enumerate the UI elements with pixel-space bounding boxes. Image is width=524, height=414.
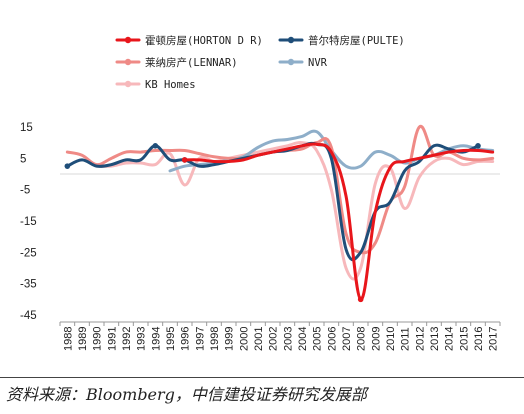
- x-tick-label: 2010: [385, 327, 397, 351]
- x-tick-label: 1996: [180, 327, 192, 351]
- data-point-pulte: [475, 143, 481, 149]
- x-tick-label: 2012: [414, 327, 426, 351]
- x-tick-label: 2014: [444, 327, 456, 351]
- x-axis: 1988 1989 1990 1991 1992 1993 1994 1995 1996 1997…: [59, 321, 501, 351]
- x-tick-label: 1994: [150, 327, 162, 351]
- x-tick-label: 1995: [165, 327, 177, 351]
- legend-marker: [124, 36, 132, 44]
- legend-item-horton: 霍顿房屋(HORTON D R): [115, 34, 263, 47]
- x-tick-label: 2015: [458, 327, 470, 351]
- legend-label: 普尔特房屋(PULTE): [308, 34, 405, 47]
- y-tick-label: -25: [20, 247, 37, 259]
- x-tick-label: 1990: [92, 327, 104, 351]
- legend-marker: [287, 58, 295, 66]
- series-kb: [95, 141, 495, 281]
- x-tick-label: 2006: [326, 327, 338, 351]
- x-tick-label: 1997: [194, 327, 206, 351]
- series-line-horton: [183, 142, 495, 301]
- x-tick-label: 1988: [62, 327, 74, 351]
- legend: 霍顿房屋(HORTON D R) 普尔特房屋(PULTE) 莱纳房产(LENNAR)…: [115, 34, 405, 91]
- x-tick-label: 1993: [136, 327, 148, 351]
- x-tick-label: 2009: [370, 327, 382, 351]
- x-tick-label: 2013: [429, 327, 441, 351]
- x-tick-label: 2016: [473, 327, 485, 351]
- x-tick-label: 2017: [488, 327, 500, 351]
- x-tick-label: 1992: [121, 327, 133, 351]
- source-divider: [0, 377, 524, 378]
- legend-label: NVR: [308, 57, 328, 69]
- y-tick-label: -35: [20, 279, 37, 291]
- legend-item-lennar: 莱纳房产(LENNAR): [115, 56, 238, 69]
- series-line-lennar: [65, 124, 495, 255]
- x-tick-label: 2007: [341, 327, 353, 351]
- y-tick-label: -15: [20, 216, 37, 228]
- series-horton: [181, 142, 495, 303]
- x-tick-label: 2011: [400, 327, 412, 351]
- x-tick-label: 1989: [77, 327, 89, 351]
- x-tick-label: 2002: [268, 327, 280, 351]
- series-line-kb: [95, 141, 495, 281]
- x-tick-label: 2004: [297, 327, 309, 351]
- series-pulte: [64, 141, 481, 262]
- x-tick-label: 2003: [282, 327, 294, 351]
- x-tick-label: 2005: [312, 327, 324, 351]
- x-tick-label: 1999: [224, 327, 236, 351]
- series-lines: [64, 124, 495, 303]
- data-point-pulte: [152, 143, 159, 149]
- x-tick-label: 1991: [106, 327, 118, 351]
- legend-marker: [124, 80, 132, 88]
- legend-item-pulte: 普尔特房屋(PULTE): [278, 34, 405, 47]
- x-tick-label: 2001: [253, 327, 265, 351]
- y-tick-label: 15: [20, 122, 33, 134]
- series-lennar: [65, 124, 495, 255]
- y-axis-ticks: 15 5 -5 -15 -25 -35 -45: [20, 122, 37, 322]
- chart: 霍顿房屋(HORTON D R) 普尔特房屋(PULTE) 莱纳房产(LENNAR)…: [20, 34, 501, 351]
- legend-item-kb: KB Homes: [115, 79, 196, 91]
- data-point-horton: [181, 157, 188, 163]
- data-point-pulte: [64, 163, 71, 169]
- legend-label: 霍顿房屋(HORTON D R): [145, 34, 263, 47]
- source-note: 资料来源：Bloomberg，中信建投证券研究发展部: [6, 385, 367, 404]
- data-point-horton: [357, 296, 364, 303]
- legend-label: 莱纳房产(LENNAR): [145, 56, 238, 69]
- legend-marker: [124, 58, 132, 66]
- y-tick-label: -5: [20, 185, 30, 197]
- x-tick-label: 2008: [356, 327, 368, 351]
- y-tick-label: -45: [20, 310, 37, 322]
- x-tick-label: 1998: [209, 327, 221, 351]
- legend-label: KB Homes: [145, 79, 196, 91]
- x-tick-label: 2000: [238, 327, 250, 351]
- legend-marker: [287, 36, 295, 44]
- y-tick-label: 5: [20, 153, 26, 165]
- legend-item-nvr: NVR: [278, 57, 328, 69]
